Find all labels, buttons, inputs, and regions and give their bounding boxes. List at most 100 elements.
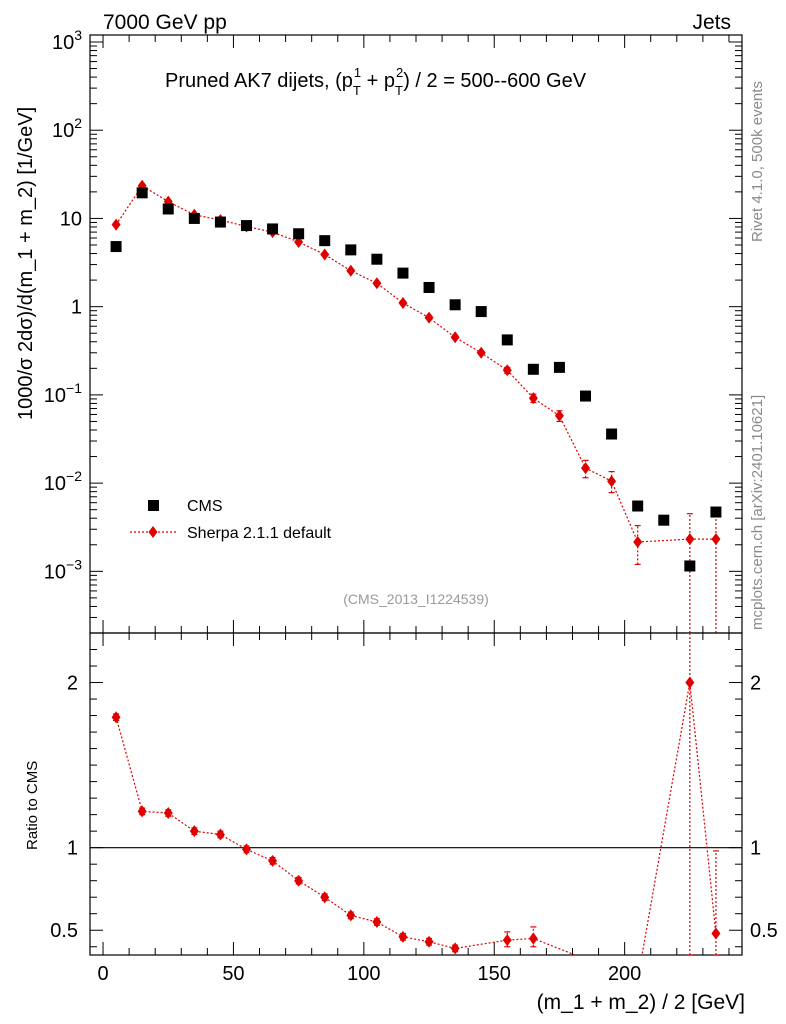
ratio-point xyxy=(528,932,538,945)
analysis-watermark: (CMS_2013_I1224539) xyxy=(343,591,489,607)
ratio-ticks xyxy=(90,633,742,955)
legend-cms-label: CMS xyxy=(187,498,223,515)
ratio-point xyxy=(320,891,330,904)
cms-point xyxy=(397,267,409,279)
cms-point xyxy=(423,281,435,293)
mc-series xyxy=(111,179,721,633)
ratio-point xyxy=(711,927,721,940)
cms-point xyxy=(136,187,148,199)
y-tick-label: 1 xyxy=(71,297,82,319)
legend-mc-label: Sherpa 2.1.1 default xyxy=(187,525,332,542)
ratio-point xyxy=(398,930,408,943)
ratio-point xyxy=(215,828,225,841)
mc-point xyxy=(398,297,408,310)
ratio-y-axis-label: Ratio to CMS xyxy=(24,761,41,850)
main-frame xyxy=(89,34,743,634)
mc-point xyxy=(346,264,356,277)
x-tick-label: 0 xyxy=(97,963,108,985)
legend-cms-marker xyxy=(148,500,159,511)
mc-point xyxy=(607,475,617,488)
ratio-y-tick-label-right: 1 xyxy=(750,838,761,860)
cms-point xyxy=(293,228,305,240)
ratio-point xyxy=(372,915,382,928)
y-tick-label: 102 xyxy=(52,115,82,142)
mc-line xyxy=(115,184,716,543)
ratio-y-tick-label-right: 0.5 xyxy=(750,920,778,942)
cms-point xyxy=(214,216,226,228)
y-tick-label: 10 xyxy=(60,208,82,230)
ratio-point xyxy=(189,825,199,838)
ratio-y-tick-label-right: 2 xyxy=(750,673,761,695)
ratio-y-tick-label: 0.5 xyxy=(50,920,78,942)
cms-point xyxy=(240,220,252,232)
cms-series xyxy=(110,187,722,572)
mcplots-label: mcplots.cern.ch [arXiv:2401.10621] xyxy=(749,395,766,630)
ratio-point xyxy=(424,935,434,948)
cms-point xyxy=(371,253,383,265)
rivet-label: Rivet 4.1.0, 500k events xyxy=(749,81,766,242)
x-tick-label: 100 xyxy=(347,963,380,985)
mc-point xyxy=(711,533,721,546)
mc-point xyxy=(450,331,460,344)
y-tick-label: 103 xyxy=(52,27,82,54)
header-right: Jets xyxy=(692,11,731,34)
cms-point xyxy=(710,506,722,518)
x-tick-label: 150 xyxy=(478,963,511,985)
header-left: 7000 GeV pp xyxy=(103,11,227,34)
y-tick-label: 10−1 xyxy=(44,380,82,407)
main-title: Pruned AK7 dijets, (pT1 + pT2) / 2 = 500… xyxy=(165,65,587,98)
cms-point xyxy=(267,223,279,235)
cms-point xyxy=(553,361,565,373)
mc-point xyxy=(685,533,695,546)
cms-point xyxy=(684,560,696,572)
cms-point xyxy=(110,241,122,253)
legend: CMS Sherpa 2.1.1 default xyxy=(130,498,332,542)
ratio-point xyxy=(241,843,251,856)
ratio-point xyxy=(346,909,356,922)
cms-point xyxy=(475,306,487,318)
ratio-point xyxy=(268,854,278,867)
ratio-series xyxy=(111,633,721,955)
mc-point xyxy=(581,462,591,475)
cms-point xyxy=(162,203,174,215)
mc-point xyxy=(476,346,486,359)
ratio-y-tick-label: 2 xyxy=(67,673,78,695)
ratio-point xyxy=(111,711,121,724)
cms-point xyxy=(606,428,618,440)
mc-point xyxy=(424,311,434,324)
legend-mc-marker xyxy=(148,526,158,538)
mc-point xyxy=(111,218,121,231)
ratio-point xyxy=(294,874,304,887)
mc-point xyxy=(372,277,382,290)
x-tick-label: 200 xyxy=(608,963,641,985)
main-y-axis-label: 1000/σ 2dσ)/d(m_1 + m_2) [1/GeV] xyxy=(15,107,37,420)
ratio-point xyxy=(502,934,512,947)
ratio-point xyxy=(163,806,173,819)
ratio-y-tick-labels: 0.5 0.5 1 1 2 2 xyxy=(50,673,778,943)
cms-point xyxy=(449,299,461,311)
ratio-panel: 0.5 0.5 1 1 2 2 0 50 100 150 200 Ratio to CMS (m_… xyxy=(24,632,778,1014)
ratio-frame xyxy=(89,632,743,956)
y-tick-label: 10−3 xyxy=(44,556,82,583)
cms-point xyxy=(345,244,357,256)
cms-point xyxy=(319,235,331,247)
cms-point xyxy=(580,390,592,402)
ratio-y-tick-label: 1 xyxy=(67,838,78,860)
y-tick-label: 10−2 xyxy=(44,468,82,495)
ratio-point xyxy=(450,942,460,955)
x-axis-label: (m_1 + m_2) / 2 [GeV] xyxy=(537,991,745,1014)
x-tick-labels: 0 50 100 150 200 xyxy=(97,963,641,985)
cms-point xyxy=(658,514,670,526)
main-ticks xyxy=(90,35,742,634)
mc-point xyxy=(320,248,330,261)
mc-point xyxy=(528,392,538,405)
mc-point xyxy=(502,364,512,377)
cms-point xyxy=(501,334,513,346)
cms-point xyxy=(188,212,200,224)
cms-point xyxy=(527,363,539,375)
x-tick-label: 50 xyxy=(222,963,244,985)
mc-point xyxy=(633,536,643,549)
